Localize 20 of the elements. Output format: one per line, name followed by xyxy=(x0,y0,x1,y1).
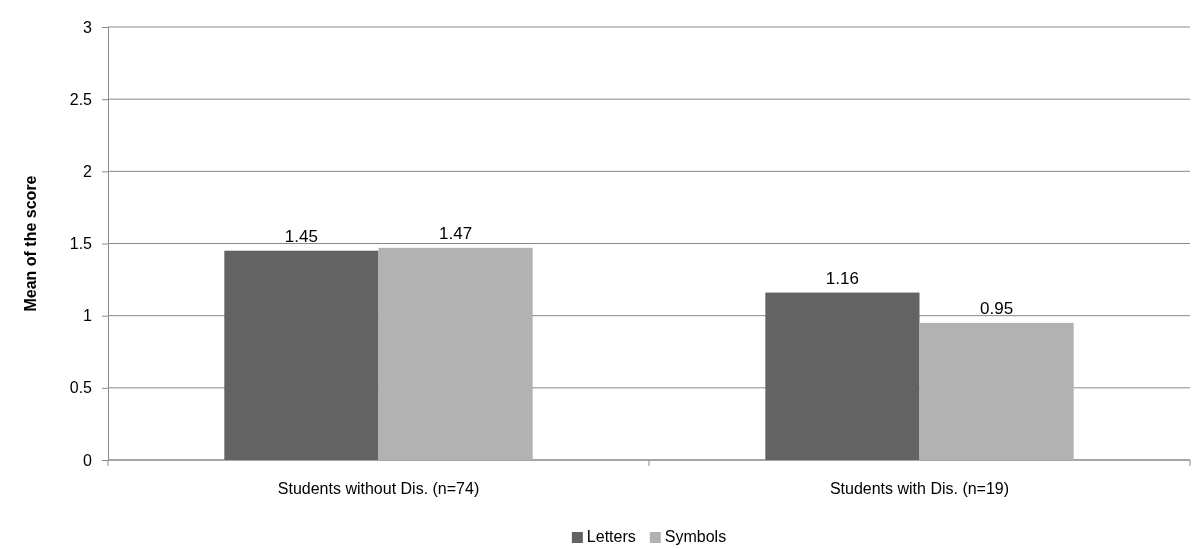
bar xyxy=(919,322,1074,460)
data-label: 1.45 xyxy=(284,226,318,246)
y-tick-label: 0 xyxy=(83,451,93,469)
bar xyxy=(378,247,533,460)
y-tick-label: 2 xyxy=(83,162,93,180)
data-label: 0.95 xyxy=(980,298,1014,318)
y-axis-title: Mean of the score xyxy=(22,175,39,312)
y-tick-label: 2.5 xyxy=(69,90,93,108)
data-label: 1.47 xyxy=(439,223,473,243)
x-tick-label: Students with Dis. (n=19) xyxy=(829,480,1010,497)
data-label: 1.16 xyxy=(825,268,859,288)
bar xyxy=(765,292,920,460)
y-tick-label: 1.5 xyxy=(69,235,93,253)
bar xyxy=(224,250,379,460)
legend-label: Letters xyxy=(586,528,636,545)
x-tick-label: Students without Dis. (n=74) xyxy=(277,480,480,497)
legend-label: Symbols xyxy=(664,528,727,545)
y-tick-label: 0.5 xyxy=(69,379,93,397)
y-tick-label: 3 xyxy=(83,18,93,36)
y-tick-label: 1 xyxy=(83,307,93,325)
